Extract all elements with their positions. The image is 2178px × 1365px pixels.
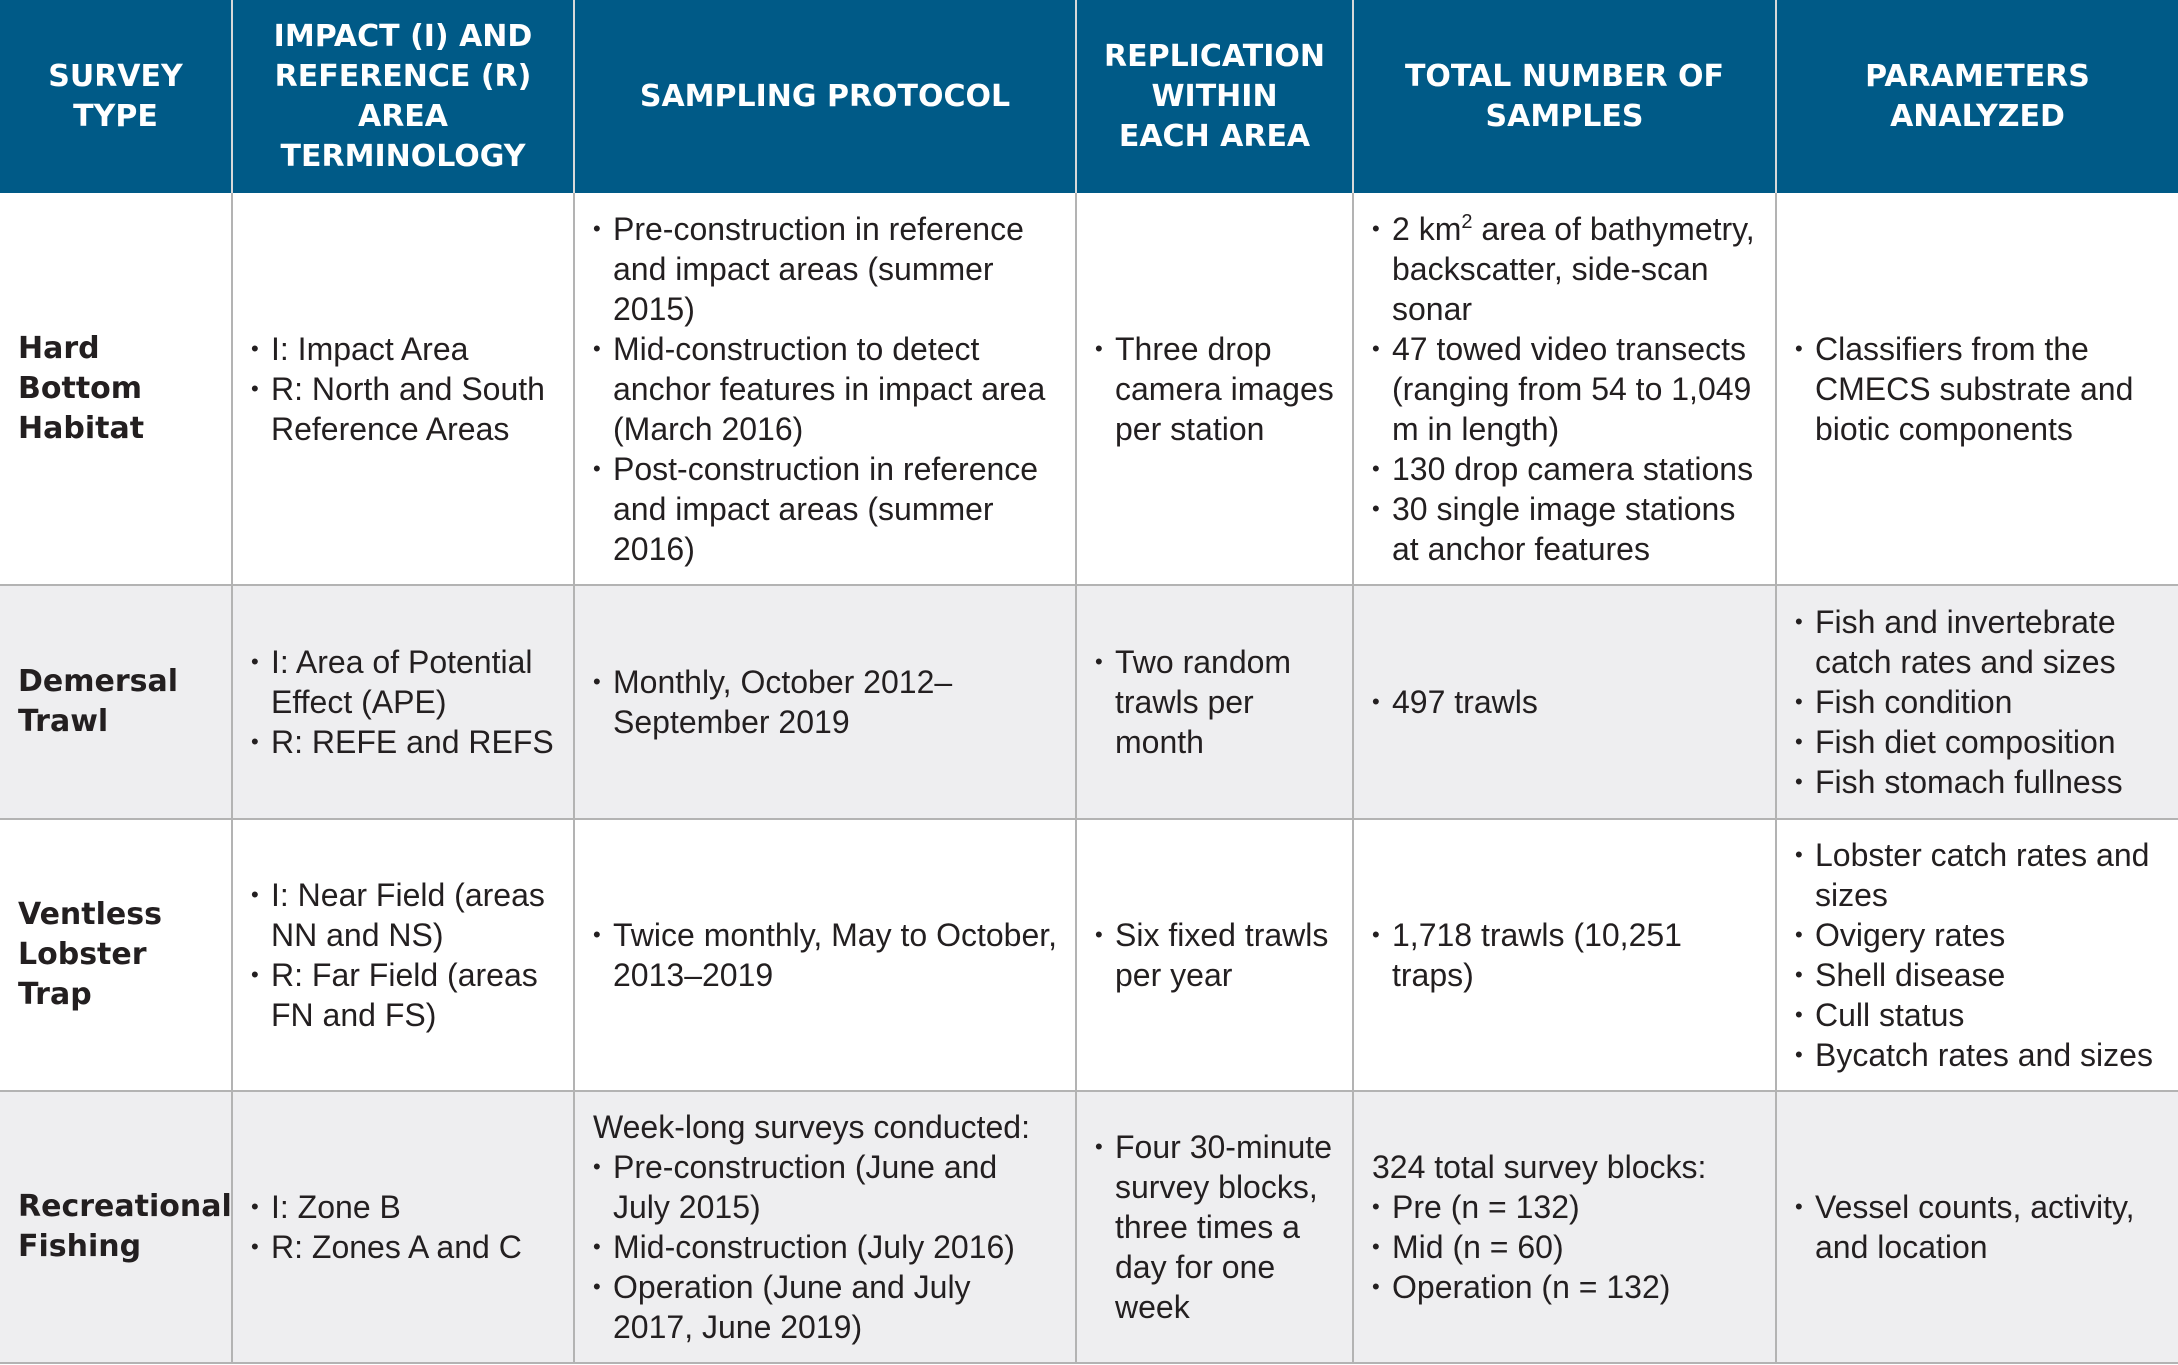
list-item: Vessel counts, activity, and location <box>1795 1187 2160 1267</box>
header-parameters: PARAMETERS ANALYZED <box>1776 0 2178 193</box>
protocol-cell: Pre-construction in reference and impact… <box>574 193 1077 586</box>
replication-cell: Four 30-minute survey blocks, three time… <box>1076 1091 1354 1364</box>
list-item: R: North and South Reference Areas <box>251 369 555 449</box>
list-item: Fish and invertebrate catch rates and si… <box>1795 602 2160 682</box>
list-item: R: Zones A and C <box>251 1227 555 1267</box>
table-row: Ventless Lobster Trap I: Near Field (are… <box>0 819 2178 1092</box>
terminology-cell: I: Near Field (areas NN and NS) R: Far F… <box>232 819 575 1092</box>
replication-cell: Two random trawls per month <box>1076 585 1354 820</box>
list-item: 1,718 trawls (10,251 traps) <box>1372 915 1757 995</box>
protocol-cell: Twice monthly, May to October, 2013–2019 <box>574 819 1077 1092</box>
table-row: Demersal Trawl I: Area of Potential Effe… <box>0 585 2178 820</box>
superscript: 2 <box>1461 210 1473 233</box>
header-sampling-protocol: SAMPLING PROTOCOL <box>574 0 1077 193</box>
header-terminology: IMPACT (I) AND REFERENCE (R) AREA TERMIN… <box>232 0 575 193</box>
parameters-cell: Classifiers from the CMECS substrate and… <box>1776 193 2178 586</box>
survey-type-cell: Recreational Fishing <box>0 1091 233 1364</box>
list-item: Lobster catch rates and sizes <box>1795 835 2160 915</box>
list-item: R: Far Field (areas FN and FS) <box>251 955 555 1035</box>
list-item: Six fixed trawls per year <box>1095 915 1334 995</box>
list-item: 497 trawls <box>1372 682 1757 722</box>
total-intro: 324 total survey blocks: <box>1372 1149 1707 1185</box>
list-item: Post-construction in reference and impac… <box>593 449 1057 569</box>
header-replication: REPLICATION WITHIN EACH AREA <box>1076 0 1354 193</box>
total-samples-cell: 324 total survey blocks: Pre (n = 132) M… <box>1353 1091 1777 1364</box>
header-survey-type: SURVEY TYPE <box>0 0 233 193</box>
replication-cell: Six fixed trawls per year <box>1076 819 1354 1092</box>
header-row: SURVEY TYPE IMPACT (I) AND REFERENCE (R)… <box>0 0 2178 193</box>
total-samples-cell: 1,718 trawls (10,251 traps) <box>1353 819 1777 1092</box>
list-item: 130 drop camera stations <box>1372 449 1757 489</box>
list-item: Pre-construction (June and July 2015) <box>593 1147 1057 1227</box>
table-row: Hard Bottom Habitat I: Impact Area R: No… <box>0 193 2178 586</box>
protocol-intro: Week-long surveys conducted: <box>593 1109 1030 1145</box>
parameters-cell: Vessel counts, activity, and location <box>1776 1091 2178 1364</box>
terminology-cell: I: Area of Potential Effect (APE) R: REF… <box>232 585 575 820</box>
protocol-cell: Monthly, October 2012–September 2019 <box>574 585 1077 820</box>
list-item: I: Zone B <box>251 1187 555 1227</box>
list-item: Two random trawls per month <box>1095 642 1334 762</box>
list-item: Twice monthly, May to October, 2013–2019 <box>593 915 1057 995</box>
list-item: Classifiers from the CMECS substrate and… <box>1795 329 2160 449</box>
survey-type-cell: Ventless Lobster Trap <box>0 819 233 1092</box>
list-item: R: REFE and REFS <box>251 722 555 762</box>
survey-type-cell: Hard Bottom Habitat <box>0 193 233 586</box>
list-item: I: Near Field (areas NN and NS) <box>251 875 555 955</box>
list-item: I: Area of Potential Effect (APE) <box>251 642 555 722</box>
list-item: Operation (June and July 2017, June 2019… <box>593 1267 1057 1347</box>
area-suffix: area of bathymetry, backscatter, side-sc… <box>1392 210 1755 327</box>
list-item: Fish condition <box>1795 682 2160 722</box>
parameters-cell: Fish and invertebrate catch rates and si… <box>1776 585 2178 820</box>
list-item: I: Impact Area <box>251 329 555 369</box>
terminology-cell: I: Zone B R: Zones A and C <box>232 1091 575 1364</box>
replication-cell: Three drop camera images per station <box>1076 193 1354 586</box>
parameters-cell: Lobster catch rates and sizes Ovigery ra… <box>1776 819 2178 1092</box>
list-item: Mid-construction to detect anchor featur… <box>593 329 1057 449</box>
protocol-cell: Week-long surveys conducted: Pre-constru… <box>574 1091 1077 1364</box>
list-item: Ovigery rates <box>1795 915 2160 955</box>
list-item: Pre (n = 132) <box>1372 1187 1757 1227</box>
list-item: 30 single image stations at anchor featu… <box>1372 489 1757 569</box>
list-item: Four 30-minute survey blocks, three time… <box>1095 1127 1334 1327</box>
area-prefix: 2 km <box>1392 210 1462 247</box>
total-samples-cell: 2 km2 area of bathymetry, backscatter, s… <box>1353 193 1777 586</box>
list-item: Mid (n = 60) <box>1372 1227 1757 1267</box>
list-item: Monthly, October 2012–September 2019 <box>593 662 1057 742</box>
list-item: Fish stomach fullness <box>1795 762 2160 802</box>
header-total-samples: TOTAL NUMBER OF SAMPLES <box>1353 0 1777 193</box>
terminology-cell: I: Impact Area R: North and South Refere… <box>232 193 575 586</box>
list-item: Fish diet composition <box>1795 722 2160 762</box>
list-item: Pre-construction in reference and impact… <box>593 209 1057 329</box>
list-item: Cull status <box>1795 995 2160 1035</box>
list-item: Shell disease <box>1795 955 2160 995</box>
list-item: 47 towed video transects (ranging from 5… <box>1372 329 1757 449</box>
survey-type-cell: Demersal Trawl <box>0 585 233 820</box>
list-item: Bycatch rates and sizes <box>1795 1035 2160 1075</box>
list-item: Operation (n = 132) <box>1372 1267 1757 1307</box>
list-item: Three drop camera images per station <box>1095 329 1334 449</box>
list-item: Mid-construction (July 2016) <box>593 1227 1057 1267</box>
list-item: 2 km2 area of bathymetry, backscatter, s… <box>1372 209 1757 329</box>
table-row: Recreational Fishing I: Zone B R: Zones … <box>0 1091 2178 1364</box>
total-samples-cell: 497 trawls <box>1353 585 1777 820</box>
